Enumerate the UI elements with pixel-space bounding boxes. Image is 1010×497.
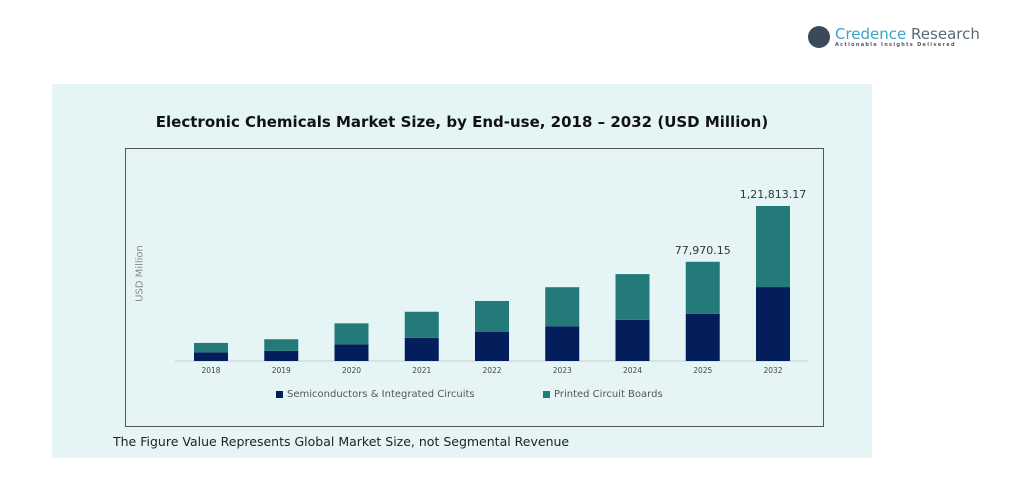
bar-semiconductors-2022 <box>475 331 509 361</box>
logo-name-2: Research <box>906 24 980 43</box>
x-tick-label: 2024 <box>623 366 642 375</box>
bar-pcb-2022 <box>475 300 509 332</box>
x-tick-label: 2018 <box>201 366 220 375</box>
x-tick-label: 2025 <box>693 366 712 375</box>
bar-semiconductors-2018 <box>194 352 228 361</box>
bar-pcb-2025 <box>685 261 720 314</box>
logo-name-1: Credence <box>835 24 907 43</box>
logo-icon <box>808 26 830 48</box>
x-tick-label: 2019 <box>272 366 291 375</box>
bar-semiconductors-2032 <box>756 287 790 361</box>
credence-research-logo: Credence Research Actionable Insights De… <box>808 26 980 48</box>
plot-frame <box>125 148 824 427</box>
bar-pcb-2020 <box>334 323 369 345</box>
bar-semiconductors-2020 <box>334 344 369 361</box>
bar-pcb-2021 <box>404 311 439 338</box>
bar-pcb-2023 <box>545 287 580 327</box>
legend-label: Semiconductors & Integrated Circuits <box>287 389 475 400</box>
x-tick-label: 2023 <box>553 366 572 375</box>
bar-semiconductors-2019 <box>264 350 299 361</box>
data-label: 77,970.15 <box>675 244 731 257</box>
bar-semiconductors-2023 <box>545 326 580 361</box>
logo-tagline: Actionable Insights Delivered <box>835 41 956 48</box>
footnote: The Figure Value Represents Global Marke… <box>113 434 570 449</box>
chart-panel <box>52 84 872 458</box>
legend-item-semiconductors: Semiconductors & Integrated Circuits <box>276 389 475 400</box>
legend-swatch <box>276 391 283 398</box>
legend-swatch <box>543 391 550 398</box>
bar-pcb-2024 <box>615 274 650 320</box>
bar-pcb-2019 <box>264 339 299 351</box>
bar-semiconductors-2025 <box>685 313 720 361</box>
bar-semiconductors-2024 <box>615 319 650 361</box>
x-tick-label: 2021 <box>412 366 431 375</box>
bar-pcb-2032 <box>756 206 790 288</box>
x-tick-label: 2032 <box>763 366 782 375</box>
x-tick-label: 2020 <box>342 366 361 375</box>
bar-pcb-2018 <box>194 342 228 353</box>
legend-item-pcb: Printed Circuit Boards <box>543 389 663 400</box>
bar-semiconductors-2021 <box>404 337 439 361</box>
x-tick-label: 2022 <box>482 366 501 375</box>
chart-title: Electronic Chemicals Market Size, by End… <box>155 113 769 131</box>
legend-label: Printed Circuit Boards <box>554 389 663 400</box>
data-label: 1,21,813.17 <box>740 188 806 201</box>
